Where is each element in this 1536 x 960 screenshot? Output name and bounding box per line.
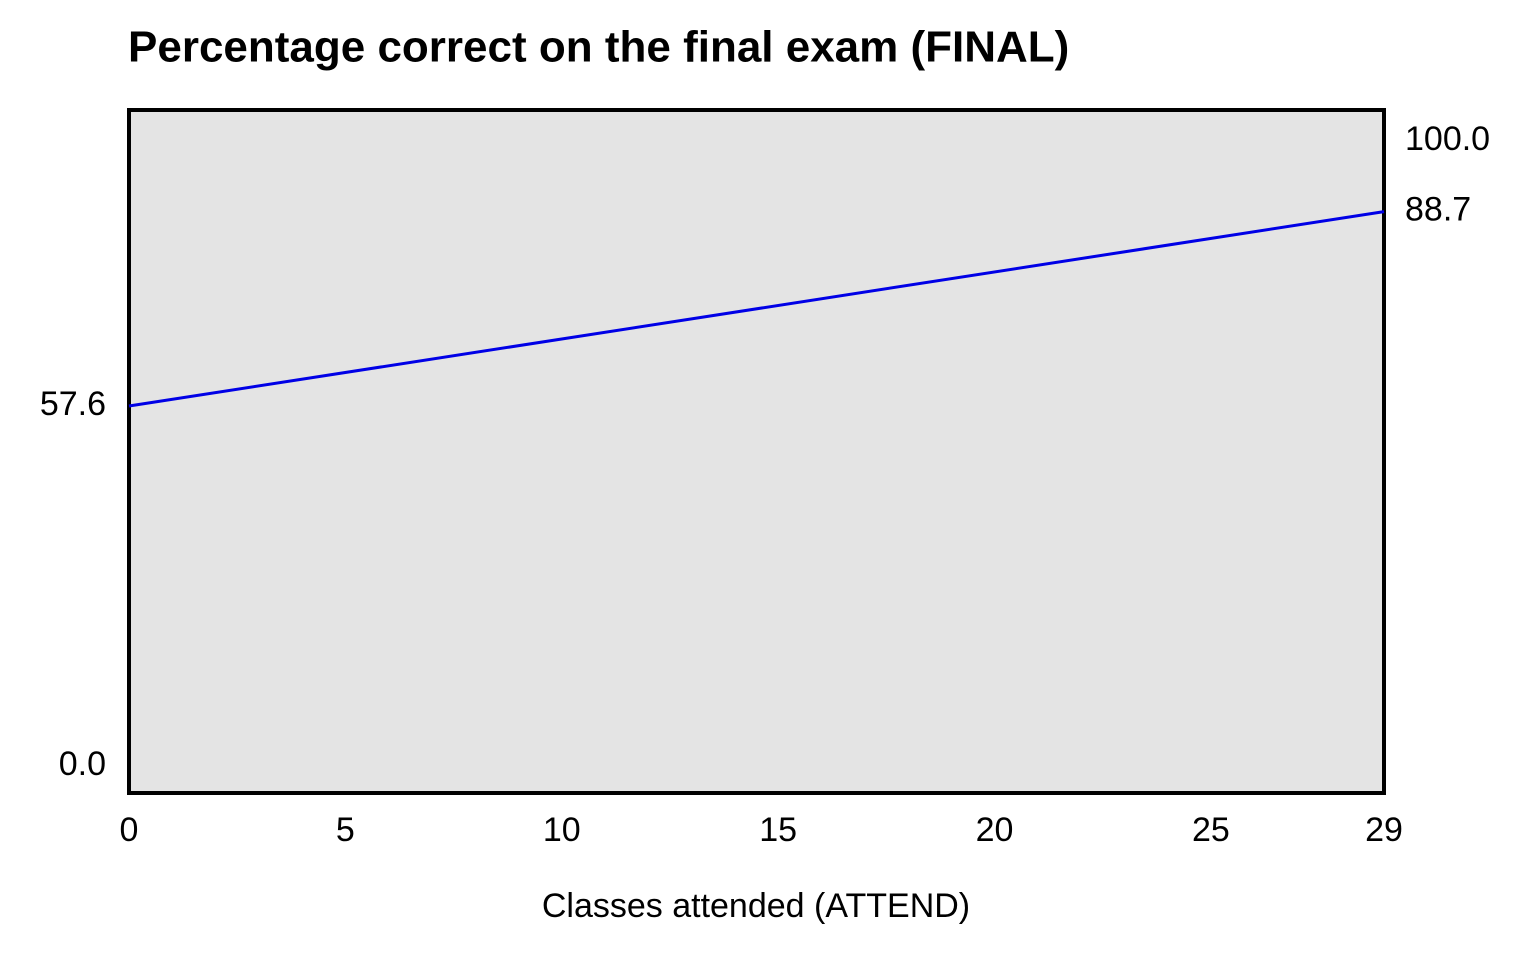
y2-tick-label: 100.0 bbox=[1405, 120, 1490, 158]
x-tick-label: 0 bbox=[120, 811, 139, 849]
chart-title: Percentage correct on the final exam (FI… bbox=[128, 23, 1069, 72]
x-tick-label: 5 bbox=[336, 811, 355, 849]
plot-area bbox=[127, 108, 1386, 795]
x-tick-label: 20 bbox=[976, 811, 1014, 849]
y2-tick-label: 88.7 bbox=[1405, 191, 1471, 229]
x-tick-label: 29 bbox=[1365, 811, 1403, 849]
y-tick-label: 57.6 bbox=[40, 385, 106, 423]
line bbox=[128, 210, 1385, 408]
x-tick-label: 25 bbox=[1192, 811, 1230, 849]
x-axis-label: Classes attended (ATTEND) bbox=[542, 887, 970, 925]
x-tick-label: 15 bbox=[759, 811, 797, 849]
x-tick-label: 10 bbox=[543, 811, 581, 849]
y-tick-label: 0.0 bbox=[59, 745, 106, 783]
